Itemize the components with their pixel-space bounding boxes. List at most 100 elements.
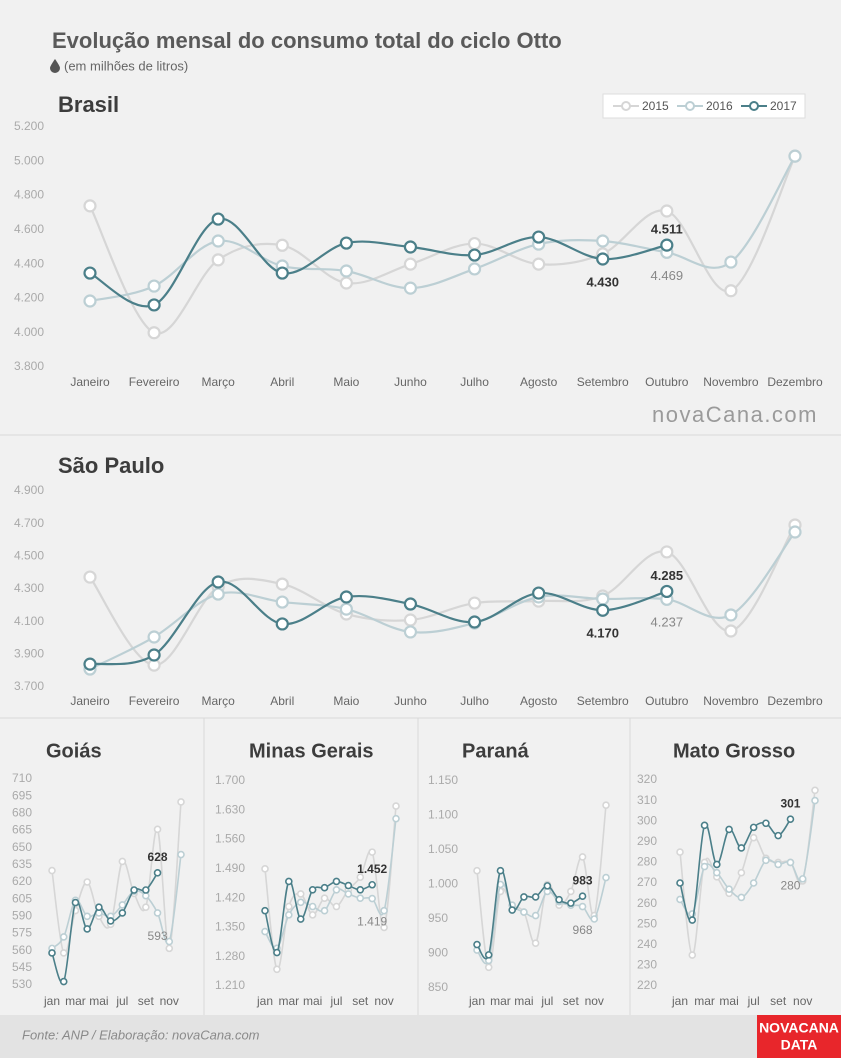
data-point: [737, 844, 746, 852]
data-point: [368, 894, 376, 903]
y-tick-label: 4.800: [14, 188, 44, 202]
y-tick-label: 5.200: [14, 119, 44, 133]
data-point: [368, 880, 376, 889]
data-label: 593: [148, 929, 168, 943]
data-point: [332, 877, 341, 886]
data-point: [320, 906, 329, 915]
data-point: [211, 575, 225, 589]
data-point: [339, 236, 353, 250]
data-point: [130, 886, 138, 894]
x-tick-label: jan: [468, 994, 485, 1008]
legend-swatch: [621, 101, 631, 111]
data-point: [403, 281, 418, 295]
x-tick-label: Abril: [270, 375, 294, 389]
y-tick-label: 3.800: [14, 359, 44, 373]
y-tick-label: 590: [12, 909, 32, 923]
series-line: [51, 872, 159, 984]
data-label: 628: [148, 850, 168, 864]
x-tick-label: Fevereiro: [129, 694, 180, 708]
y-tick-label: 530: [12, 977, 32, 991]
data-point: [356, 873, 365, 882]
series-line: [89, 524, 796, 667]
data-point: [356, 894, 365, 902]
logo-text: NOVACANA: [759, 1020, 839, 1036]
data-point: [555, 895, 563, 904]
data-label: 1.452: [357, 862, 387, 876]
y-tick-label: 240: [637, 937, 657, 951]
x-tick-label: Dezembro: [767, 375, 823, 389]
data-point: [774, 860, 782, 869]
watermark: novaCana.com: [652, 402, 818, 427]
x-tick-label: nov: [585, 994, 604, 1008]
y-tick-label: 1.280: [215, 949, 245, 963]
data-point: [578, 902, 587, 911]
data-point: [285, 877, 293, 886]
y-tick-label: 1.350: [215, 920, 245, 934]
y-tick-label: 3.900: [14, 647, 44, 661]
legend-label: 2016: [706, 99, 733, 113]
series-line: [679, 818, 792, 923]
data-point: [275, 617, 289, 631]
data-point: [798, 875, 807, 883]
data-point: [749, 823, 758, 832]
data-label: 280: [780, 879, 800, 893]
data-point: [153, 909, 162, 917]
data-label: 1.419: [357, 915, 387, 929]
x-tick-label: Novembro: [703, 694, 759, 708]
data-point: [177, 798, 185, 806]
data-point: [403, 240, 418, 254]
chart-title: Mato Grosso: [673, 740, 795, 762]
x-tick-label: mar: [278, 994, 299, 1008]
data-label: 4.511: [651, 222, 683, 237]
series-line: [264, 880, 373, 954]
data-point: [285, 902, 293, 911]
y-tick-label: 680: [12, 806, 32, 820]
data-point: [578, 892, 587, 901]
x-tick-label: Julho: [460, 375, 489, 389]
x-tick-label: set: [563, 994, 580, 1008]
data-point: [368, 848, 376, 856]
chart-title: Goiás: [46, 740, 102, 762]
data-point: [147, 298, 161, 312]
data-point: [531, 893, 540, 901]
data-point: [700, 821, 709, 830]
y-tick-label: 4.300: [14, 581, 44, 595]
x-tick-label: Abril: [270, 694, 294, 708]
data-point: [660, 545, 674, 559]
data-point: [724, 608, 738, 622]
y-tick-label: 4.200: [14, 291, 44, 305]
data-point: [660, 584, 674, 599]
data-point: [596, 252, 610, 266]
data-point: [147, 326, 161, 340]
y-tick-label: 650: [12, 840, 32, 854]
y-tick-label: 710: [12, 771, 32, 785]
y-tick-label: 900: [428, 946, 448, 960]
data-point: [48, 866, 56, 875]
data-point: [788, 525, 802, 539]
y-tick-label: 4.900: [14, 483, 44, 497]
x-tick-label: Junho: [394, 375, 427, 389]
data-point: [118, 909, 127, 917]
source: Fonte: ANP / Elaboração: novaCana.com: [22, 1027, 260, 1042]
data-point: [275, 238, 289, 252]
y-tick-label: 950: [428, 911, 448, 925]
series-line: [89, 155, 796, 335]
series-line: [89, 155, 796, 303]
y-tick-label: 4.700: [14, 516, 44, 530]
data-point: [296, 890, 305, 898]
y-tick-label: 1.210: [215, 978, 245, 992]
data-point: [724, 284, 738, 298]
x-tick-label: jul: [540, 994, 553, 1008]
data-point: [273, 948, 281, 957]
data-point: [676, 879, 684, 887]
data-point: [308, 902, 317, 911]
data-point: [147, 630, 161, 644]
data-point: [520, 893, 528, 901]
y-tick-label: 4.100: [14, 614, 44, 628]
data-point: [762, 819, 770, 828]
data-point: [484, 951, 493, 959]
legend-swatch: [749, 101, 759, 111]
data-point: [467, 596, 482, 610]
data-point: [211, 253, 225, 267]
data-point: [83, 266, 97, 280]
